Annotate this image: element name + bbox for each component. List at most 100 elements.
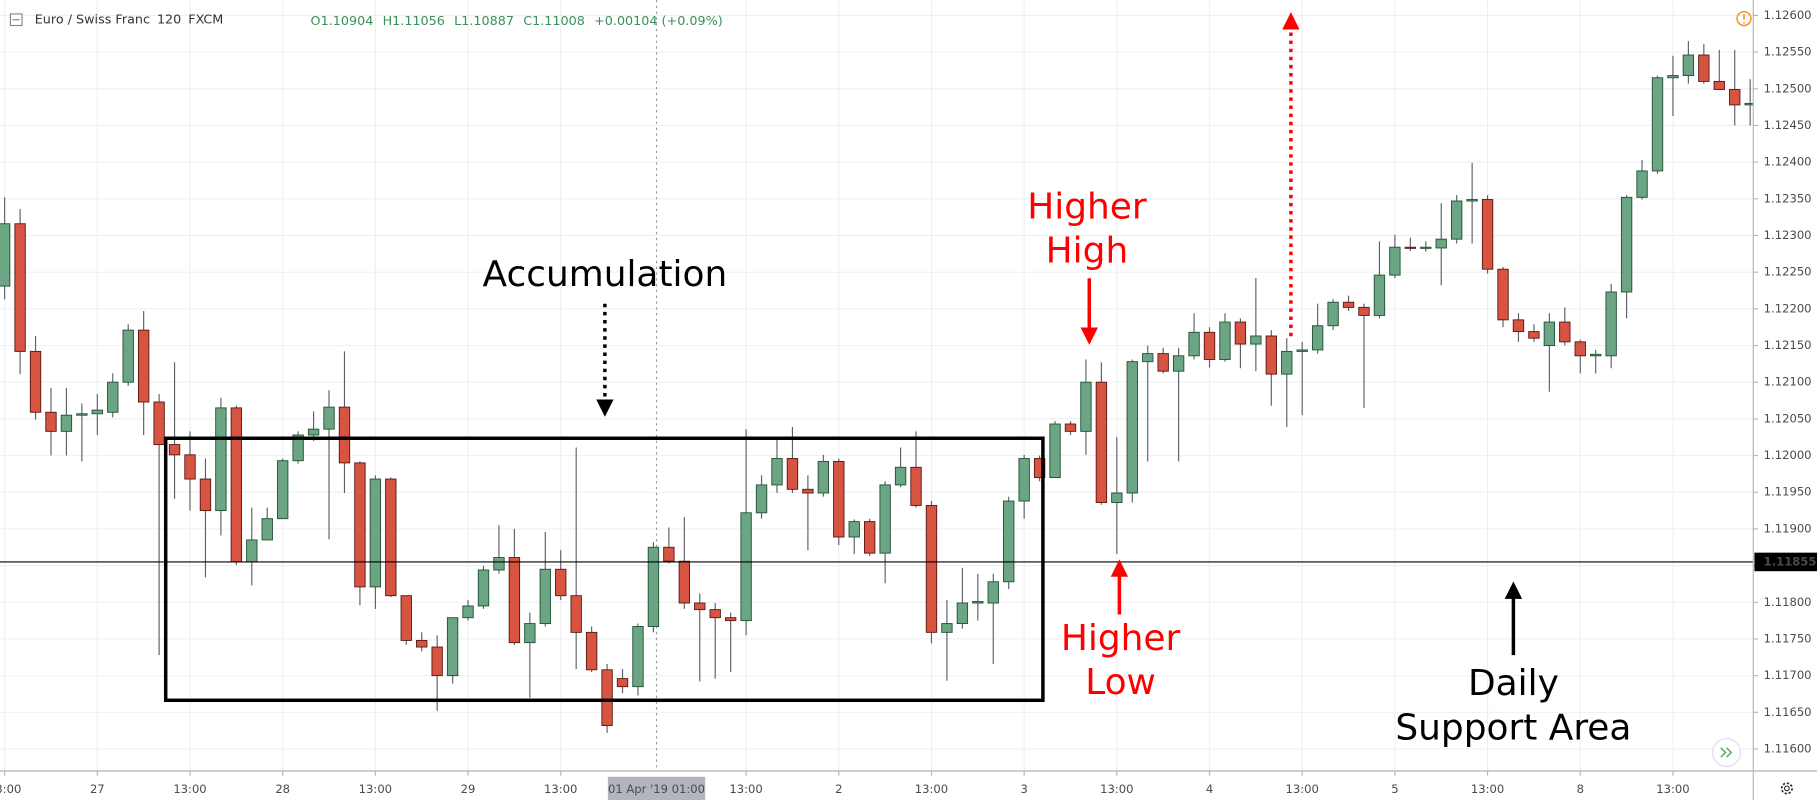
candle-body — [45, 411, 57, 432]
candle-body — [555, 568, 567, 597]
candle-body — [1559, 321, 1571, 343]
candle-body — [369, 478, 382, 588]
x-tick-label: 13:00 — [0, 782, 21, 796]
candle-body — [493, 557, 505, 571]
candle-body — [755, 484, 768, 514]
range-box — [163, 436, 1045, 703]
candle-body — [168, 444, 181, 456]
candle-body — [1234, 321, 1247, 345]
y-tick-label: 1.12400 — [1764, 155, 1812, 169]
y-tick-label: 1.12300 — [1764, 228, 1812, 242]
x-tick-label: 8 — [1577, 782, 1584, 796]
candle-body — [1636, 170, 1648, 198]
x-tick-label: 13:00 — [729, 782, 762, 796]
annotation: Low — [1085, 662, 1156, 703]
scroll-right-button[interactable] — [1712, 737, 1742, 767]
candle-body — [1620, 196, 1633, 293]
legend-header: Euro / Swiss Franc 120 FXCM O1.10904 H1.110… — [9, 12, 723, 28]
candle-body — [972, 601, 984, 604]
candle-body — [1466, 199, 1478, 202]
x-tick-label: 4 — [1206, 782, 1213, 796]
price-label-bg — [1754, 552, 1817, 572]
candle-body — [400, 595, 412, 641]
candle-body — [277, 460, 289, 520]
y-tick-label: 1.12050 — [1764, 411, 1812, 425]
x-tick-label: 13:00 — [1656, 782, 1689, 796]
x-tick-label: 3 — [1020, 782, 1027, 796]
x-tick-label: 13:00 — [359, 782, 392, 796]
candle-body — [60, 414, 73, 432]
candle-body — [1528, 331, 1540, 339]
candle-body — [199, 478, 212, 512]
candle-body — [1111, 492, 1123, 503]
grid — [0, 0, 1754, 772]
y-tick-label: 1.11900 — [1764, 521, 1812, 535]
candle-body — [570, 595, 582, 633]
y-tick-label: 1.11950 — [1764, 485, 1812, 499]
header-symbol: Euro / Swiss Franc — [35, 12, 150, 27]
annotation: Support Area — [1395, 707, 1631, 748]
y-tick-label: 1.12250 — [1764, 265, 1812, 279]
candle-body — [1667, 75, 1679, 79]
y-tick-label: 1.11700 — [1764, 668, 1812, 682]
y-tick-label: 1.12500 — [1764, 81, 1812, 95]
candle-body — [678, 560, 690, 604]
y-tick-label: 1.11650 — [1764, 705, 1812, 719]
candle-body — [462, 605, 474, 619]
candle-body — [864, 521, 876, 554]
annotation: Accumulation — [483, 254, 728, 295]
candle-body — [385, 478, 397, 597]
candle-body — [292, 434, 304, 462]
candle-body — [848, 521, 860, 538]
candle-body — [1281, 350, 1293, 375]
ohlc-value: H1.11056 — [383, 13, 445, 28]
y-tick-label: 1.12100 — [1764, 375, 1812, 389]
candle-body — [1296, 349, 1308, 352]
candle-body — [1003, 500, 1015, 583]
x-tick-label: 29 — [461, 782, 476, 796]
candle-body — [1265, 335, 1277, 375]
y-tick-label: 1.12450 — [1764, 118, 1812, 132]
candle-body — [694, 602, 706, 611]
candle-body — [338, 406, 351, 464]
candle-body — [76, 413, 88, 416]
y-tick-label: 1.12600 — [1764, 8, 1812, 22]
candle-body — [1543, 321, 1556, 346]
candles — [0, 41, 1756, 733]
y-tick-label: 1.12550 — [1764, 45, 1812, 59]
symbol-title: Euro / Swiss Franc 120 FXCM — [35, 12, 224, 27]
y-tick-label: 1.12000 — [1764, 448, 1812, 462]
x-tick-label: 5 — [1391, 782, 1398, 796]
header-source: FXCM — [188, 12, 223, 27]
price-axis-bg — [1753, 0, 1817, 800]
candle-body — [323, 406, 335, 430]
settings-icon[interactable] — [1780, 782, 1793, 795]
candle-body — [663, 546, 675, 562]
candle-body — [1203, 331, 1216, 360]
x-tick-label: 13:00 — [1100, 782, 1133, 796]
x-tick-label: 2 — [835, 782, 842, 796]
candle-body — [1188, 331, 1200, 357]
warning-icon[interactable] — [1736, 10, 1752, 27]
candle-body — [1404, 246, 1417, 249]
candle-body — [879, 484, 891, 554]
candle-body — [0, 223, 11, 287]
y-tick-label: 1.12150 — [1764, 338, 1812, 352]
candle-body — [431, 646, 443, 677]
candle-body — [956, 602, 969, 625]
candle-body — [1451, 200, 1463, 240]
x-tick-label: 27 — [90, 782, 105, 796]
candle-body — [1358, 306, 1370, 316]
candle-body — [910, 466, 922, 506]
x-tick-label: 13:00 — [1471, 782, 1504, 796]
candle-body — [1342, 301, 1355, 308]
candle-body — [1250, 335, 1262, 345]
price-label: 1.11855 — [1764, 554, 1817, 568]
candle-body — [1095, 381, 1108, 503]
candle-body — [246, 539, 258, 563]
candle-body — [1605, 291, 1617, 357]
